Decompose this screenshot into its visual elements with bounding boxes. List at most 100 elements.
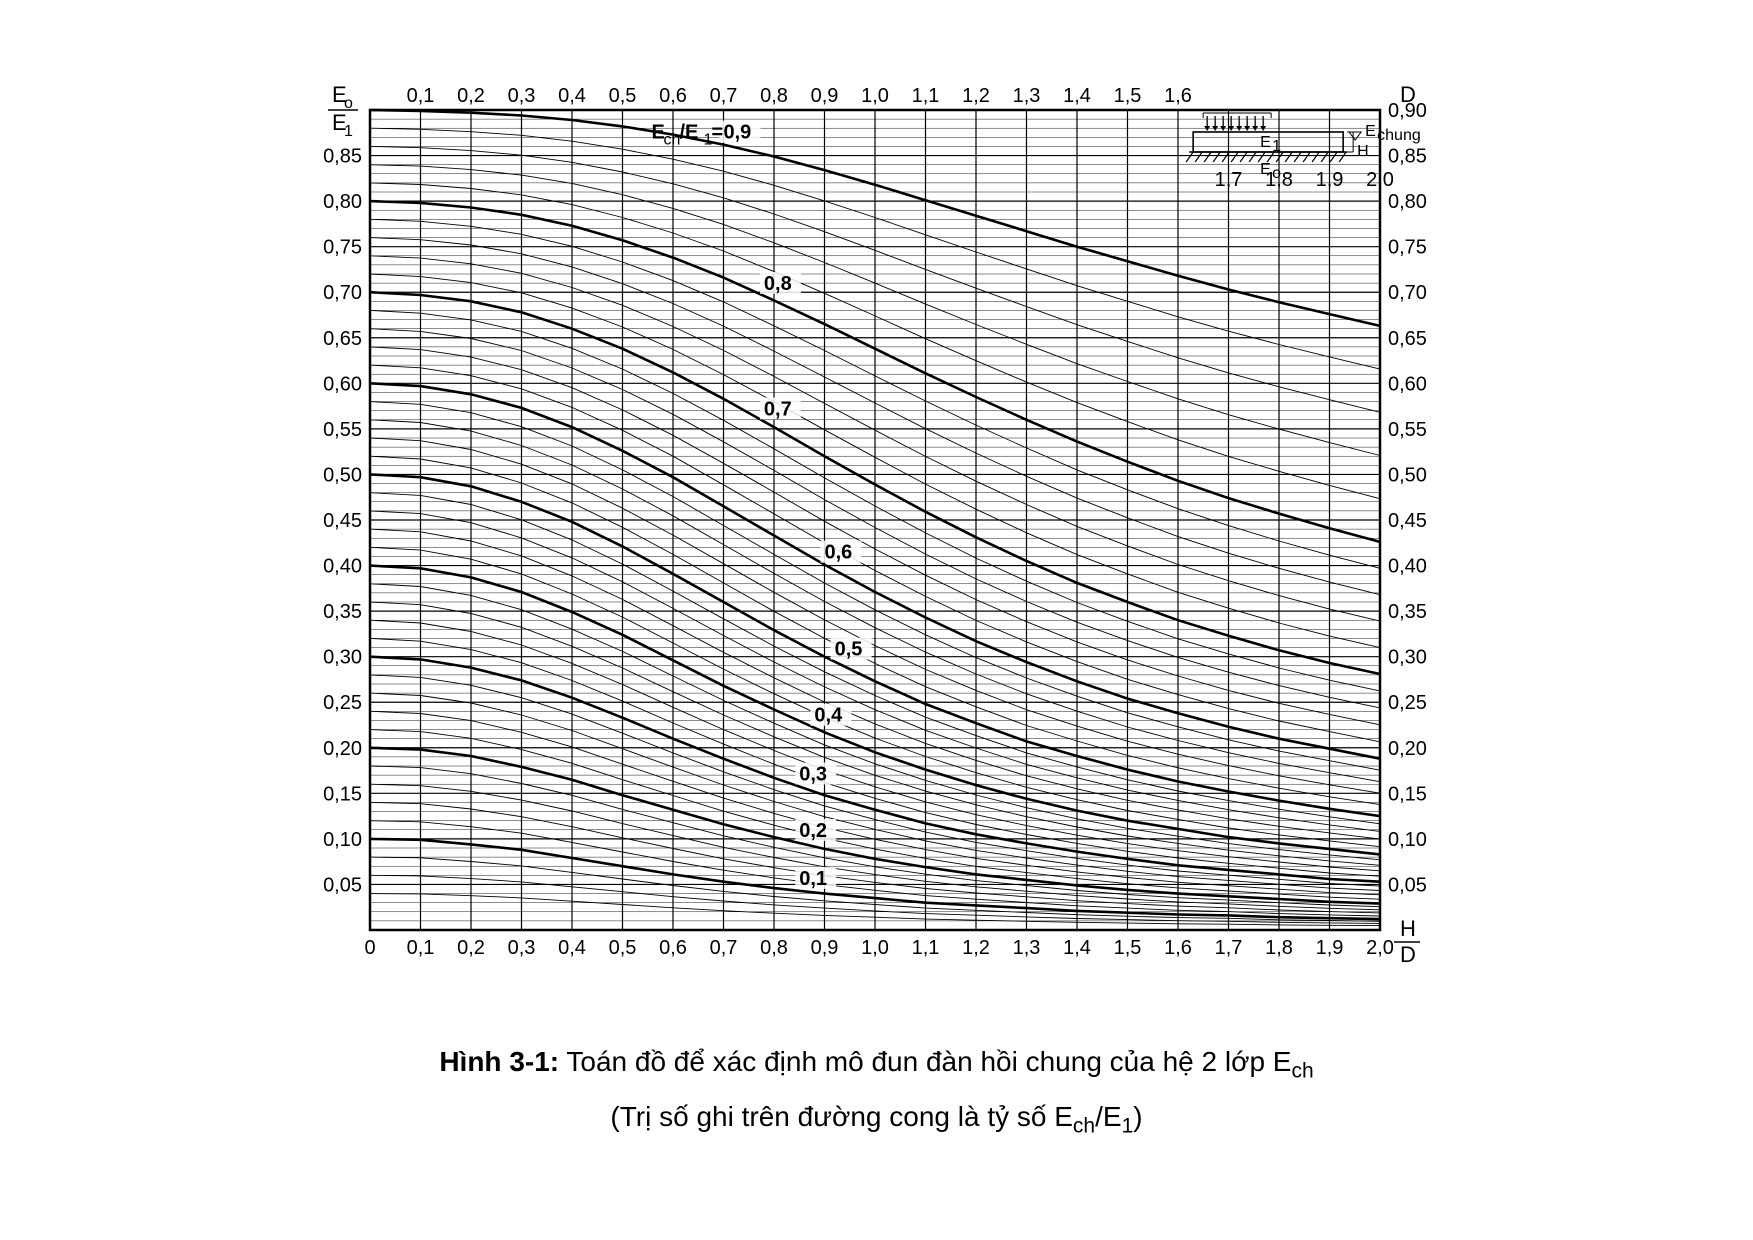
y-tick-left: 0,70 — [323, 282, 362, 304]
figure-caption-line2: (Trị số ghi trên đường cong là tỷ số Ech… — [0, 1095, 1753, 1143]
caption-main-text: Toán đồ để xác định mô đun đàn hồi chung… — [559, 1046, 1291, 1077]
inset-h-label: H — [1357, 143, 1369, 160]
curve-label: 0,2 — [799, 820, 827, 842]
x-tick-bottom: 0,5 — [609, 937, 637, 959]
y-tick-left: 0,25 — [323, 692, 362, 714]
svg-text:o: o — [1272, 165, 1281, 182]
x-tick-bottom: 1,7 — [1215, 937, 1243, 959]
svg-text:D: D — [1400, 942, 1416, 967]
x-tick-top: 0,5 — [609, 85, 637, 107]
curve-label: 0,7 — [764, 398, 792, 420]
y-tick-right: 0,35 — [1388, 601, 1427, 623]
y-tick-right: 0,50 — [1388, 464, 1427, 486]
x-tick-top-extra: 1,7 — [1215, 169, 1243, 191]
y-tick-right: 0,40 — [1388, 556, 1427, 578]
x-tick-top: 0,1 — [407, 85, 435, 107]
x-tick-top: 1,1 — [912, 85, 940, 107]
inset-echung-label: E — [1365, 123, 1376, 140]
x-tick-bottom: 1,9 — [1316, 937, 1344, 959]
x-tick-bottom: 1,3 — [1013, 937, 1041, 959]
x-tick-bottom: 0,3 — [508, 937, 536, 959]
figure-caption-line1: Hình 3-1: Toán đồ để xác định mô đun đàn… — [0, 1040, 1753, 1088]
x-tick-bottom: 0,1 — [407, 937, 435, 959]
y-tick-left: 0,15 — [323, 783, 362, 805]
x-tick-bottom: 0,7 — [710, 937, 738, 959]
top-right-label: D — [1400, 82, 1416, 107]
y-tick-left: 0,40 — [323, 556, 362, 578]
curve-label: 0,1 — [799, 868, 827, 890]
x-tick-bottom: 1,8 — [1265, 937, 1293, 959]
y-tick-right: 0,65 — [1388, 328, 1427, 350]
y-tick-right: 0,85 — [1388, 146, 1427, 168]
y-tick-left: 0,05 — [323, 874, 362, 896]
y-tick-left: 0,65 — [323, 328, 362, 350]
caption-label: Hình 3-1: — [439, 1046, 559, 1077]
y-tick-left: 0,55 — [323, 419, 362, 441]
nomograph-chart: 0,9 Ech/E 1 = 0,8 0,7 0,6 0,5 0,4 0,3 0,2 0,1 0,05 0,… — [310, 80, 1440, 1000]
y-tick-right: 0,05 — [1388, 874, 1427, 896]
x-tick-top: 0,7 — [710, 85, 738, 107]
x-tick-top-extra: 1,9 — [1316, 169, 1344, 191]
x-tick-bottom: 1,6 — [1164, 937, 1192, 959]
svg-text:1: 1 — [344, 123, 353, 140]
svg-text:ch: ch — [664, 132, 681, 149]
x-tick-bottom: 2,0 — [1366, 937, 1394, 959]
y-tick-left: 0,80 — [323, 191, 362, 213]
y-tick-right: 0,55 — [1388, 419, 1427, 441]
y-tick-left: 0,85 — [323, 146, 362, 168]
y-tick-left: 0,20 — [323, 738, 362, 760]
x-tick-bottom: 0,6 — [659, 937, 687, 959]
x-tick-bottom: 1,0 — [861, 937, 889, 959]
y-tick-left: 0,60 — [323, 373, 362, 395]
x-tick-top-extra: 2,0 — [1366, 169, 1394, 191]
x-tick-top: 0,8 — [760, 85, 788, 107]
curve-label: 0,6 — [825, 542, 853, 564]
curve-label: 0,5 — [835, 639, 863, 661]
y-tick-left: 0,45 — [323, 510, 362, 532]
x-tick-bottom: 0 — [364, 937, 375, 959]
y-tick-left: 0,50 — [323, 464, 362, 486]
x-tick-top: 1,6 — [1164, 85, 1192, 107]
x-tick-top: 1,5 — [1114, 85, 1142, 107]
x-tick-top: 1,3 — [1013, 85, 1041, 107]
curve-label: 0,4 — [814, 705, 843, 727]
y-tick-right: 0,10 — [1388, 829, 1427, 851]
x-tick-top: 0,9 — [811, 85, 839, 107]
x-tick-top: 0,2 — [457, 85, 485, 107]
y-tick-right: 0,45 — [1388, 510, 1427, 532]
x-tick-bottom: 1,4 — [1063, 937, 1091, 959]
caption-paren-sub2: 1 — [1122, 1115, 1134, 1138]
inset-e0-label: E — [1260, 161, 1271, 178]
y-tick-left: 0,75 — [323, 237, 362, 259]
x-tick-bottom: 1,2 — [962, 937, 990, 959]
y-tick-right: 0,75 — [1388, 237, 1427, 259]
x-tick-bottom: 1,1 — [912, 937, 940, 959]
x-tick-bottom: 0,8 — [760, 937, 788, 959]
x-tick-bottom: 0,4 — [558, 937, 586, 959]
curve-label: 0,9 — [724, 122, 752, 144]
x-tick-top: 0,6 — [659, 85, 687, 107]
svg-text:1: 1 — [1272, 138, 1281, 155]
y-tick-left: 0,30 — [323, 647, 362, 669]
x-axis-label: H — [1400, 916, 1416, 941]
caption-paren-post: ) — [1133, 1101, 1142, 1132]
y-tick-right: 0,70 — [1388, 282, 1427, 304]
svg-text:chung: chung — [1377, 127, 1421, 144]
y-tick-left: 0,10 — [323, 829, 362, 851]
y-tick-right: 0,60 — [1388, 373, 1427, 395]
y-tick-left: 0,35 — [323, 601, 362, 623]
x-tick-bottom: 0,2 — [457, 937, 485, 959]
x-tick-bottom: 1,5 — [1114, 937, 1142, 959]
caption-main-sub: ch — [1291, 1060, 1313, 1083]
y-tick-right: 0,80 — [1388, 191, 1427, 213]
curve-label: 0,3 — [799, 764, 827, 786]
svg-text:/E: /E — [680, 122, 699, 144]
svg-text:=: = — [712, 122, 724, 144]
y-tick-right: 0,25 — [1388, 692, 1427, 714]
x-tick-top: 1,0 — [861, 85, 889, 107]
x-tick-bottom: 0,9 — [811, 937, 839, 959]
y-tick-right: 0,30 — [1388, 647, 1427, 669]
caption-paren-mid: /E — [1095, 1101, 1121, 1132]
x-tick-top: 1,4 — [1063, 85, 1091, 107]
x-tick-top: 0,3 — [508, 85, 536, 107]
